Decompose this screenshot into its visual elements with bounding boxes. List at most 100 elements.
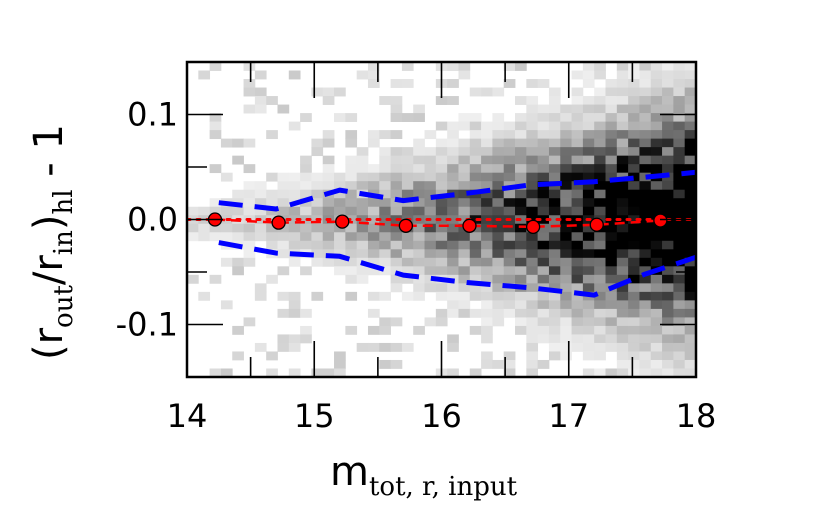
heatmap-cell [560, 257, 572, 267]
y-axis-label-sub2: in [49, 230, 79, 255]
heatmap-cell [662, 130, 674, 140]
heatmap-cell [322, 198, 335, 208]
heatmap-cell [605, 138, 618, 148]
heatmap-cell [594, 147, 606, 157]
heatmap-cell [650, 325, 663, 335]
heatmap-cell [673, 274, 686, 284]
heatmap-cell [616, 198, 629, 208]
heatmap-cell [515, 240, 527, 250]
heatmap-cell [662, 147, 674, 157]
heatmap-cell [367, 198, 380, 208]
heatmap-cell [673, 138, 686, 148]
heatmap-cell [650, 96, 663, 105]
heatmap-cell [639, 155, 652, 165]
heatmap-cell [198, 70, 211, 80]
heatmap-cell [401, 232, 414, 242]
heatmap-cell [673, 189, 686, 199]
heatmap-cell [367, 62, 380, 71]
heatmap-cell [616, 291, 629, 301]
y-axis-label-close: ) [26, 214, 72, 230]
heatmap-cell [458, 189, 471, 199]
heatmap-cell [684, 79, 696, 88]
heatmap-cell [390, 96, 403, 105]
heatmap-cell [548, 232, 561, 242]
heatmap-cell [367, 215, 380, 225]
heatmap-cell [481, 121, 493, 131]
heatmap-cell [345, 232, 358, 242]
heatmap-cell [458, 240, 471, 250]
heatmap-cell [469, 198, 482, 208]
heatmap-cell [616, 130, 629, 140]
heatmap-cell [662, 266, 674, 276]
heatmap-cell [447, 181, 459, 191]
heatmap-cell [639, 283, 652, 293]
heatmap-cell [594, 70, 606, 80]
heatmap-cell [571, 113, 584, 122]
heatmap-cell [548, 189, 561, 199]
heatmap-cell [684, 206, 696, 216]
heatmap-cell [684, 198, 696, 208]
heatmap-cell [605, 257, 618, 267]
spread-line-3 [218, 169, 696, 212]
heatmap-cell [605, 240, 618, 250]
heatmap-cell [515, 223, 527, 233]
heatmap-cell [379, 249, 391, 259]
heatmap-cell [401, 147, 414, 157]
heatmap-cell [447, 172, 459, 182]
heatmap-cell [390, 223, 403, 233]
heatmap-cell [447, 223, 459, 233]
heatmap-cell [367, 181, 380, 191]
heatmap-cell [401, 164, 414, 174]
heatmap-cell [594, 164, 606, 174]
heatmap-cell [616, 334, 629, 344]
heatmap-cell [367, 79, 380, 88]
heatmap-cell [515, 121, 527, 131]
heatmap-cell [492, 317, 505, 327]
heatmap-cell [390, 274, 403, 284]
heatmap-cell [492, 300, 505, 310]
heatmap-cell [662, 70, 674, 80]
heatmap-cell [390, 104, 403, 114]
heatmap-cell [616, 308, 629, 318]
chart-points [207, 212, 668, 235]
heatmap-cell [560, 147, 572, 157]
heatmap-cell [277, 291, 290, 301]
heatmap-cell [277, 308, 290, 318]
heatmap-cell [628, 121, 640, 131]
heatmap-cell [582, 155, 595, 165]
heatmap-cell [277, 189, 290, 199]
heatmap-cell [639, 249, 652, 259]
heatmap-cell [300, 206, 312, 216]
heatmap-cell [503, 172, 516, 182]
heatmap-cell [300, 113, 312, 122]
heatmap-cell [673, 317, 686, 327]
heatmap-cell [492, 172, 505, 182]
heatmap-cell [503, 147, 516, 157]
heatmap-cell [515, 317, 527, 327]
heatmap-cell [435, 172, 448, 182]
heatmap-cell [277, 181, 290, 191]
heatmap-cell [447, 240, 459, 250]
heatmap-cell [435, 121, 448, 131]
heatmap-cell [390, 130, 403, 140]
heatmap-cell [424, 257, 437, 267]
x-tick-label: 18 [676, 397, 717, 435]
heatmap-cell [266, 189, 278, 199]
heatmap-cell [469, 240, 482, 250]
heatmap-cell [662, 351, 674, 361]
heatmap-cell [628, 325, 640, 335]
heatmap-cell [288, 232, 301, 242]
heatmap-cell [616, 351, 629, 361]
heatmap-cell [673, 62, 686, 71]
heatmap-cell [537, 232, 550, 242]
heatmap-cell [548, 198, 561, 208]
heatmap-cell [650, 291, 663, 301]
heatmap-cell [582, 334, 595, 344]
heatmap-cell [390, 283, 403, 293]
heatmap-cell [560, 240, 572, 250]
heatmap-cell [628, 215, 640, 225]
heatmap-cell [266, 215, 278, 225]
heatmap-cell [435, 257, 448, 267]
heatmap-cell [413, 104, 425, 114]
heatmap-cell [243, 257, 256, 267]
